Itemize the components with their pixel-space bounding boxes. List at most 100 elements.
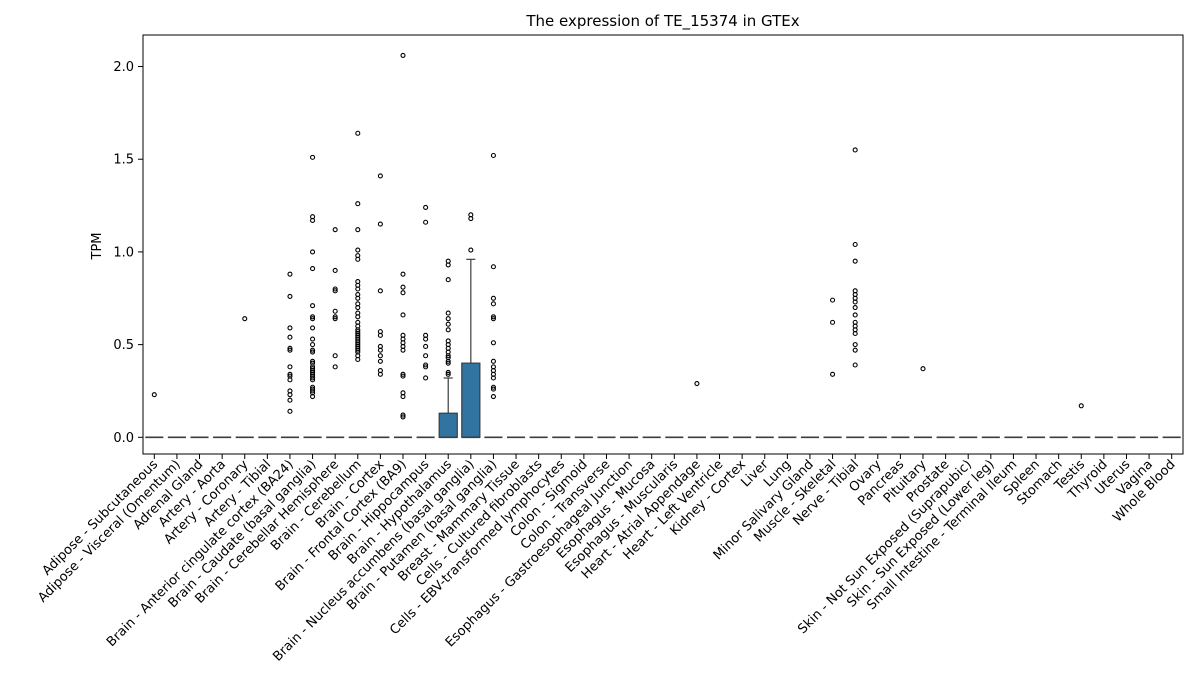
outlier-point [287, 271, 293, 277]
outlier-point [400, 393, 406, 400]
outlier-point [445, 360, 451, 366]
outlier-point [852, 330, 858, 337]
y-axis: 0.0 0.5 1.0 1.5 2.0 [113, 60, 143, 446]
outlier-point [490, 316, 496, 322]
outlier-point [468, 247, 474, 253]
outlier-point [830, 319, 836, 325]
box-body [461, 362, 481, 438]
outlier-point [332, 314, 338, 320]
y-tick-label: 0.0 [113, 431, 134, 446]
outlier-point [490, 152, 496, 159]
outlier-point [852, 147, 858, 153]
outlier-point [852, 304, 858, 311]
outlier-point [332, 267, 338, 274]
outlier-point [490, 375, 496, 381]
outlier-point [445, 321, 451, 327]
outlier-point [242, 316, 248, 322]
outlier-point [377, 288, 383, 294]
outlier-point [852, 342, 858, 348]
outlier-point [310, 316, 316, 322]
outlier-point [310, 375, 316, 381]
outlier-point [310, 303, 316, 309]
box-group [846, 147, 865, 439]
y-tick-label: 1.0 [113, 245, 134, 260]
y-tick-label: 2.0 [113, 60, 134, 75]
outlier-point [287, 364, 293, 370]
outlier-point [445, 327, 451, 333]
outlier-point [377, 173, 383, 179]
outlier-point [423, 343, 429, 350]
outlier-point [377, 353, 383, 359]
box-group [303, 154, 322, 439]
outlier-point [400, 52, 406, 58]
outlier-point [287, 293, 293, 299]
box-group [326, 227, 345, 439]
outlier-point [310, 249, 316, 255]
outlier-point [355, 201, 361, 207]
outlier-point [423, 364, 429, 370]
outlier-point [445, 371, 451, 377]
outlier-point [377, 347, 383, 353]
outlier-point [287, 371, 293, 377]
outlier-point [310, 325, 316, 331]
box-group [371, 173, 390, 439]
outlier-point [310, 314, 316, 320]
outlier-point [852, 312, 858, 318]
outlier-point [332, 316, 338, 322]
outlier-point [852, 241, 858, 248]
outlier-point [920, 366, 926, 372]
outlier-point [310, 347, 316, 353]
outlier-point [355, 304, 361, 311]
box-group [823, 297, 842, 439]
outlier-point [490, 358, 496, 364]
outlier-point [287, 325, 293, 331]
outlier-point [355, 247, 361, 253]
y-tick-label: 0.5 [113, 338, 134, 353]
outlier-point [400, 284, 406, 290]
box-group [687, 380, 706, 439]
outlier-point [400, 414, 406, 420]
outlier-point [423, 375, 429, 381]
outlier-point [400, 373, 406, 379]
box-group [280, 271, 299, 439]
outlier-point [490, 384, 496, 390]
chart-title: The expression of TE_15374 in GTEx [525, 12, 799, 31]
outlier-point [287, 397, 293, 403]
box-body [438, 412, 458, 438]
outlier-point [332, 288, 338, 294]
outlier-point [355, 256, 361, 262]
outlier-point [852, 258, 858, 264]
outlier-point [332, 286, 338, 292]
box-group [393, 52, 413, 439]
box-group [438, 258, 458, 439]
outlier-point [310, 342, 316, 348]
outlier-point [445, 353, 451, 359]
outlier-point [400, 347, 406, 353]
outlier-point [400, 290, 406, 296]
outlier-point [445, 277, 451, 283]
outlier-point [287, 347, 293, 353]
outlier-point [830, 371, 836, 377]
outlier-point [355, 227, 361, 233]
outlier-point [400, 312, 406, 318]
outlier-point [445, 310, 451, 316]
box-group [461, 212, 481, 439]
outlier-point [310, 336, 316, 342]
y-axis-label: TPM [90, 233, 105, 261]
outlier-point [151, 392, 157, 398]
outlier-point [490, 295, 496, 301]
outlier-point [400, 271, 406, 277]
outlier-point [423, 219, 429, 225]
y-tick-label: 1.5 [113, 153, 134, 168]
outlier-point [355, 347, 361, 353]
outlier-point [852, 299, 858, 305]
outlier-point [287, 392, 293, 398]
outlier-point [423, 362, 429, 368]
box-group [1072, 403, 1091, 439]
outlier-point [423, 204, 429, 210]
outlier-point [468, 215, 474, 222]
outlier-point [332, 353, 338, 359]
plot-frame [142, 34, 1184, 455]
outlier-point [377, 371, 383, 377]
